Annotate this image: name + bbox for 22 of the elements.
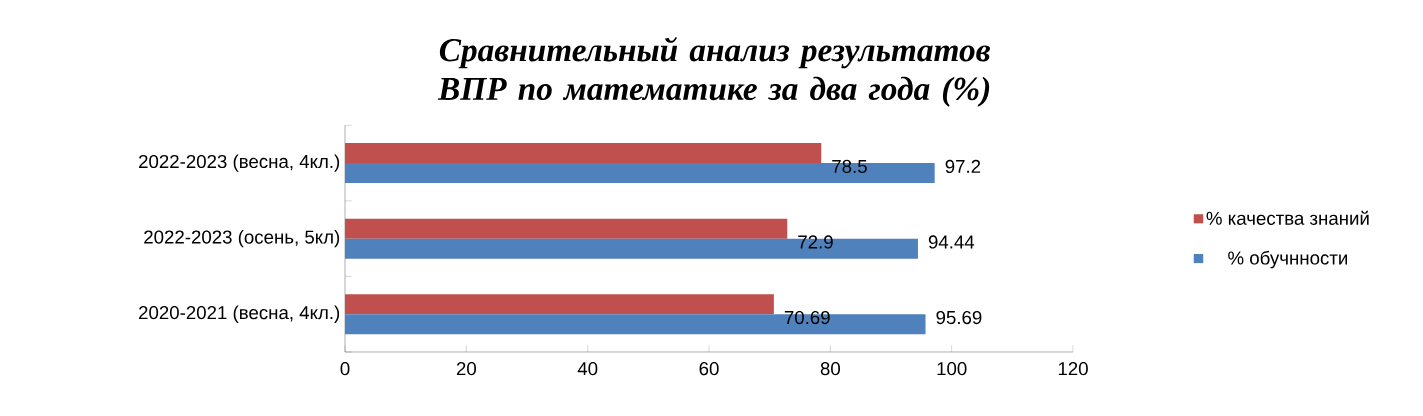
data-label: 72.9 — [798, 235, 833, 249]
data-label: 94.44 — [928, 235, 975, 249]
x-tick-label: 60 — [699, 362, 719, 376]
bar — [345, 143, 822, 164]
x-tick-label: 40 — [577, 362, 598, 376]
data-label: 70.69 — [784, 310, 830, 325]
bar — [345, 218, 788, 239]
x-tick-label: 0 — [340, 362, 350, 376]
data-label: 78.5 — [832, 159, 867, 174]
bar — [345, 294, 774, 315]
y-tick-label: 2022-2023 (осень, 5кл) — [144, 229, 340, 248]
chart-title: Сравнительный анализ результатов ВПР по математике за два года (%) — [437, 37, 990, 107]
data-label: 97.2 — [945, 159, 981, 174]
data-label: 95.69 — [936, 310, 982, 325]
legend-label: % обучнности — [1228, 250, 1348, 269]
x-tick-label: 80 — [820, 362, 840, 376]
x-tick-label: 20 — [456, 362, 476, 376]
y-tick-label: 2020-2021 (весна, 4кл.) — [139, 305, 340, 323]
legend-label: % качества знаний — [1206, 210, 1369, 225]
x-tick-label: 120 — [1058, 362, 1088, 376]
x-tick-label: 100 — [937, 362, 967, 376]
y-tick-label: 2022-2023 (весна, 4кл.) — [139, 154, 340, 172]
